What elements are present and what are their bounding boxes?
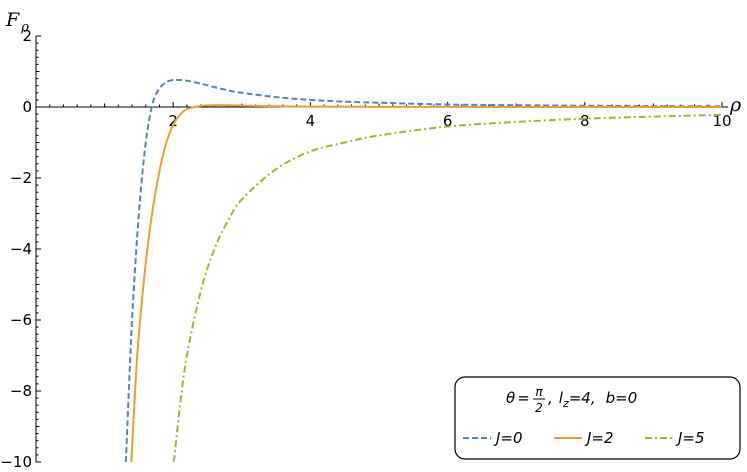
- legend-label: J=0: [493, 429, 523, 447]
- x-tick-label: 8: [580, 112, 590, 130]
- legend-title: θ =: [506, 389, 530, 407]
- y-tick-label: −4: [10, 240, 32, 258]
- y-tick-label: −6: [10, 311, 32, 329]
- x-axis-title: ρ: [729, 94, 742, 116]
- series-line-j5: [172, 113, 723, 463]
- legend-sep2: ,: [591, 389, 596, 407]
- x-tick-label: 10: [712, 112, 731, 130]
- legend-eq: =: [517, 389, 530, 407]
- y-tick-label: −2: [10, 169, 32, 187]
- y-axis-title-subscript: ρ: [20, 20, 29, 35]
- legend-entries: J=0 J=2 J=5: [463, 429, 705, 447]
- legend-lz-l: l: [559, 389, 564, 407]
- legend-label: J=5: [675, 429, 705, 447]
- legend-box: [454, 376, 741, 460]
- x-tick-label: 2: [168, 112, 178, 130]
- y-axis-title-main: F: [5, 9, 20, 31]
- y-tick-label: 2: [22, 27, 32, 45]
- legend-title-rest: , lz=4, b=0: [548, 389, 637, 410]
- y-tick-label: 0: [22, 98, 32, 116]
- legend-theta: θ: [506, 389, 515, 407]
- legend-b: b=0: [606, 389, 638, 407]
- x-tick-label: 6: [443, 112, 453, 130]
- legend-label: J=2: [584, 429, 614, 447]
- legend: θ = π 2 , lz=4, b=0 J=0 J=2 J=5: [454, 376, 741, 460]
- x-tick-label: 4: [306, 112, 316, 130]
- legend-sep1: ,: [548, 389, 553, 407]
- y-tick-label: −8: [10, 382, 32, 400]
- legend-lz-val: =4: [569, 389, 591, 407]
- legend-lz-sub: z: [562, 397, 569, 410]
- y-tick-label: −10: [0, 453, 32, 471]
- tick-labels-group: 2 4 6 8 10 −10 −8 −6 −4 −2 0 2: [0, 27, 731, 471]
- legend-frac-den: 2: [535, 401, 543, 415]
- legend-frac-num: π: [535, 385, 543, 399]
- curves-group: [124, 78, 723, 463]
- series-line-j2: [130, 104, 723, 463]
- series-line-j0: [124, 78, 723, 463]
